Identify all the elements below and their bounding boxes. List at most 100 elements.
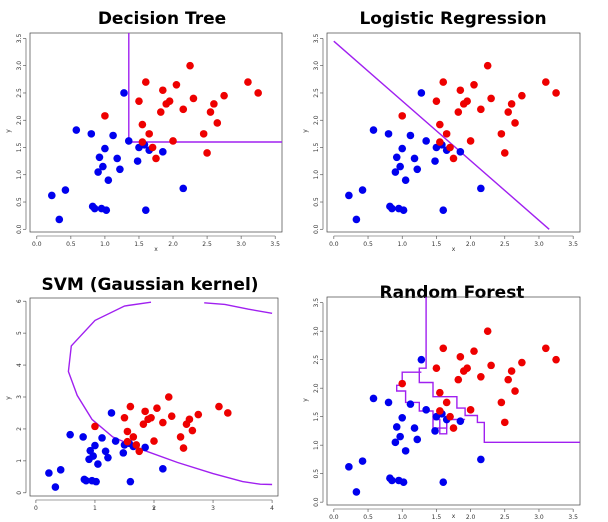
data-point-blue bbox=[55, 215, 64, 224]
y-axis-label: y bbox=[302, 129, 309, 133]
data-point-blue bbox=[124, 137, 133, 145]
x-tick-label: 3.5 bbox=[568, 241, 578, 248]
data-point-blue bbox=[417, 89, 426, 97]
data-point-red bbox=[179, 444, 188, 452]
data-point-blue bbox=[104, 453, 112, 462]
data-point-blue bbox=[94, 460, 102, 468]
data-point-red bbox=[398, 379, 407, 388]
x-tick-label: 1.5 bbox=[134, 241, 144, 248]
x-tick-label: 3.5 bbox=[270, 241, 280, 248]
x-tick-label: 3.0 bbox=[236, 241, 246, 248]
data-point-red bbox=[454, 108, 463, 116]
data-point-red bbox=[148, 143, 157, 152]
plot-frame bbox=[29, 297, 279, 497]
chart-title: Random Forest bbox=[380, 283, 525, 303]
data-point-red bbox=[179, 105, 188, 114]
data-point-red bbox=[138, 120, 147, 129]
data-point-red bbox=[141, 407, 149, 416]
decision-boundary bbox=[67, 301, 273, 486]
x-tick-label: 1.5 bbox=[432, 241, 442, 248]
y-tick-label: 2.0 bbox=[313, 383, 320, 393]
data-point-blue bbox=[439, 206, 448, 214]
data-point-red bbox=[141, 78, 150, 86]
data-point-red bbox=[153, 404, 161, 412]
data-point-red bbox=[172, 80, 181, 89]
data-point-red bbox=[194, 410, 203, 419]
data-point-red bbox=[436, 407, 444, 415]
data-point-red bbox=[156, 108, 165, 116]
x-tick-label: 2.0 bbox=[466, 514, 476, 521]
data-point-red bbox=[432, 97, 441, 105]
data-point-red bbox=[206, 108, 215, 116]
data-point-blue bbox=[79, 433, 87, 441]
chart-title: Logistic Regression bbox=[359, 9, 546, 29]
data-point-red bbox=[135, 97, 143, 105]
data-point-red bbox=[500, 418, 509, 427]
data-point-red bbox=[186, 61, 194, 70]
x-axis-label: x bbox=[452, 246, 456, 253]
data-point-red bbox=[215, 402, 223, 411]
data-point-red bbox=[470, 80, 478, 89]
x-tick-label: 1.0 bbox=[100, 241, 110, 248]
data-point-blue bbox=[477, 455, 485, 464]
data-point-blue bbox=[410, 424, 419, 432]
data-point-red bbox=[454, 375, 463, 384]
data-point-red bbox=[213, 119, 222, 127]
data-point-blue bbox=[141, 206, 150, 214]
panel-decision-tree: Decision Tree 0.0 0.5 1.0 1.5 2.0 2.5 3.0 3.5 0.… bbox=[5, 9, 283, 253]
data-point-blue bbox=[61, 186, 70, 194]
x-tick-label: 3.0 bbox=[534, 241, 544, 248]
x-tick-label: 0.0 bbox=[329, 514, 339, 521]
data-point-red bbox=[504, 375, 513, 384]
data-point-red bbox=[436, 120, 444, 129]
data-point-blue bbox=[72, 126, 81, 134]
data-point-red bbox=[165, 97, 174, 105]
y-tick-label: 4 bbox=[16, 363, 23, 367]
data-point-red bbox=[224, 409, 232, 417]
data-point-blue bbox=[94, 168, 102, 176]
y-tick-label: 3.5 bbox=[16, 34, 23, 44]
y-tick-label: 2.0 bbox=[16, 115, 23, 125]
data-point-red bbox=[446, 412, 454, 421]
data-point-blue bbox=[477, 184, 485, 193]
y-tick-label: 2.5 bbox=[313, 88, 320, 98]
y-tick-label: 1.5 bbox=[16, 143, 23, 153]
data-point-red bbox=[169, 137, 177, 145]
data-point-red bbox=[439, 78, 448, 86]
data-point-blue bbox=[133, 157, 142, 165]
data-point-blue bbox=[401, 447, 410, 455]
data-point-red bbox=[189, 94, 198, 103]
plot-frame bbox=[326, 32, 581, 233]
data-point-blue bbox=[102, 206, 111, 214]
y-tick-label: 1.0 bbox=[313, 440, 320, 450]
data-point-red bbox=[442, 130, 451, 138]
data-point-red bbox=[159, 86, 167, 95]
data-point-red bbox=[436, 138, 444, 146]
data-point-red bbox=[487, 361, 495, 370]
data-point-blue bbox=[456, 417, 465, 426]
data-point-red bbox=[497, 398, 506, 407]
y-tick-label: 2.0 bbox=[313, 115, 320, 125]
data-point-blue bbox=[88, 202, 97, 211]
data-point-blue bbox=[369, 126, 378, 134]
y-tick-label: 3.0 bbox=[313, 326, 320, 336]
data-point-blue bbox=[392, 423, 401, 431]
data-point-red bbox=[126, 402, 135, 411]
plot-frame bbox=[29, 32, 283, 233]
x-tick-label: 2.5 bbox=[202, 241, 212, 248]
data-point-red bbox=[456, 86, 465, 95]
data-point-blue bbox=[111, 437, 120, 445]
data-point-blue bbox=[56, 466, 65, 474]
decision-boundary bbox=[333, 40, 550, 230]
data-point-blue bbox=[406, 131, 415, 140]
data-point-blue bbox=[119, 449, 128, 457]
x-tick-label: 0.5 bbox=[363, 241, 373, 248]
decision-boundary bbox=[128, 33, 282, 143]
data-point-red bbox=[164, 393, 173, 401]
y-tick-label: 1.0 bbox=[313, 170, 320, 180]
y-tick-label: 3.5 bbox=[313, 298, 320, 308]
data-point-red bbox=[244, 78, 252, 86]
data-point-blue bbox=[89, 452, 97, 460]
data-point-blue bbox=[431, 427, 439, 435]
x-tick-label: 2.0 bbox=[168, 241, 178, 248]
